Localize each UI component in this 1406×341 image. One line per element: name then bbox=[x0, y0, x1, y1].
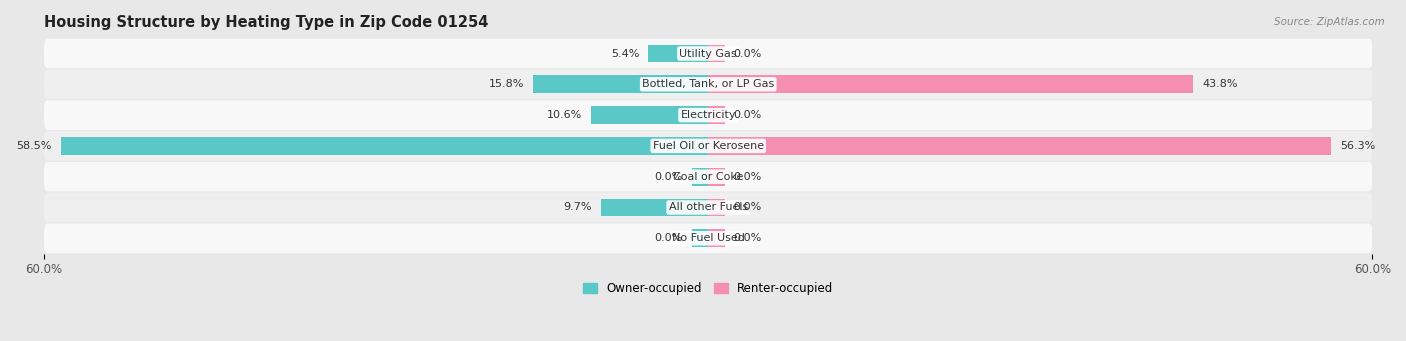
Text: 9.7%: 9.7% bbox=[564, 203, 592, 212]
FancyBboxPatch shape bbox=[44, 162, 1372, 191]
Text: 10.6%: 10.6% bbox=[547, 110, 582, 120]
Text: Electricity: Electricity bbox=[681, 110, 735, 120]
Text: 0.0%: 0.0% bbox=[734, 172, 762, 182]
Text: 5.4%: 5.4% bbox=[612, 48, 640, 59]
FancyBboxPatch shape bbox=[44, 131, 1372, 161]
Legend: Owner-occupied, Renter-occupied: Owner-occupied, Renter-occupied bbox=[583, 282, 834, 295]
Text: Fuel Oil or Kerosene: Fuel Oil or Kerosene bbox=[652, 141, 763, 151]
Text: Housing Structure by Heating Type in Zip Code 01254: Housing Structure by Heating Type in Zip… bbox=[44, 15, 488, 30]
Bar bbox=[709, 45, 725, 62]
Text: 0.0%: 0.0% bbox=[734, 110, 762, 120]
Text: 0.0%: 0.0% bbox=[655, 172, 683, 182]
Text: 58.5%: 58.5% bbox=[17, 141, 52, 151]
Text: 0.0%: 0.0% bbox=[734, 48, 762, 59]
Bar bbox=[648, 45, 709, 62]
Bar bbox=[60, 137, 709, 155]
Text: Source: ZipAtlas.com: Source: ZipAtlas.com bbox=[1274, 17, 1385, 27]
Text: All other Fuels: All other Fuels bbox=[669, 203, 748, 212]
Text: Utility Gas: Utility Gas bbox=[679, 48, 737, 59]
Bar bbox=[692, 168, 709, 186]
Text: Coal or Coke: Coal or Coke bbox=[673, 172, 744, 182]
Text: 0.0%: 0.0% bbox=[734, 233, 762, 243]
FancyBboxPatch shape bbox=[44, 223, 1372, 253]
Bar bbox=[709, 168, 725, 186]
Bar bbox=[709, 106, 725, 124]
Bar bbox=[709, 198, 725, 217]
Bar bbox=[692, 229, 709, 247]
Text: 0.0%: 0.0% bbox=[655, 233, 683, 243]
Text: 56.3%: 56.3% bbox=[1340, 141, 1375, 151]
FancyBboxPatch shape bbox=[44, 39, 1372, 68]
FancyBboxPatch shape bbox=[44, 193, 1372, 222]
Bar bbox=[600, 198, 709, 217]
Bar bbox=[709, 229, 725, 247]
Bar bbox=[591, 106, 709, 124]
Bar bbox=[709, 75, 1194, 93]
FancyBboxPatch shape bbox=[44, 100, 1372, 130]
Bar bbox=[533, 75, 709, 93]
Text: 43.8%: 43.8% bbox=[1202, 79, 1237, 89]
Bar bbox=[709, 137, 1331, 155]
Text: Bottled, Tank, or LP Gas: Bottled, Tank, or LP Gas bbox=[643, 79, 775, 89]
Text: 0.0%: 0.0% bbox=[734, 203, 762, 212]
FancyBboxPatch shape bbox=[44, 70, 1372, 99]
Text: No Fuel Used: No Fuel Used bbox=[672, 233, 745, 243]
Text: 15.8%: 15.8% bbox=[489, 79, 524, 89]
